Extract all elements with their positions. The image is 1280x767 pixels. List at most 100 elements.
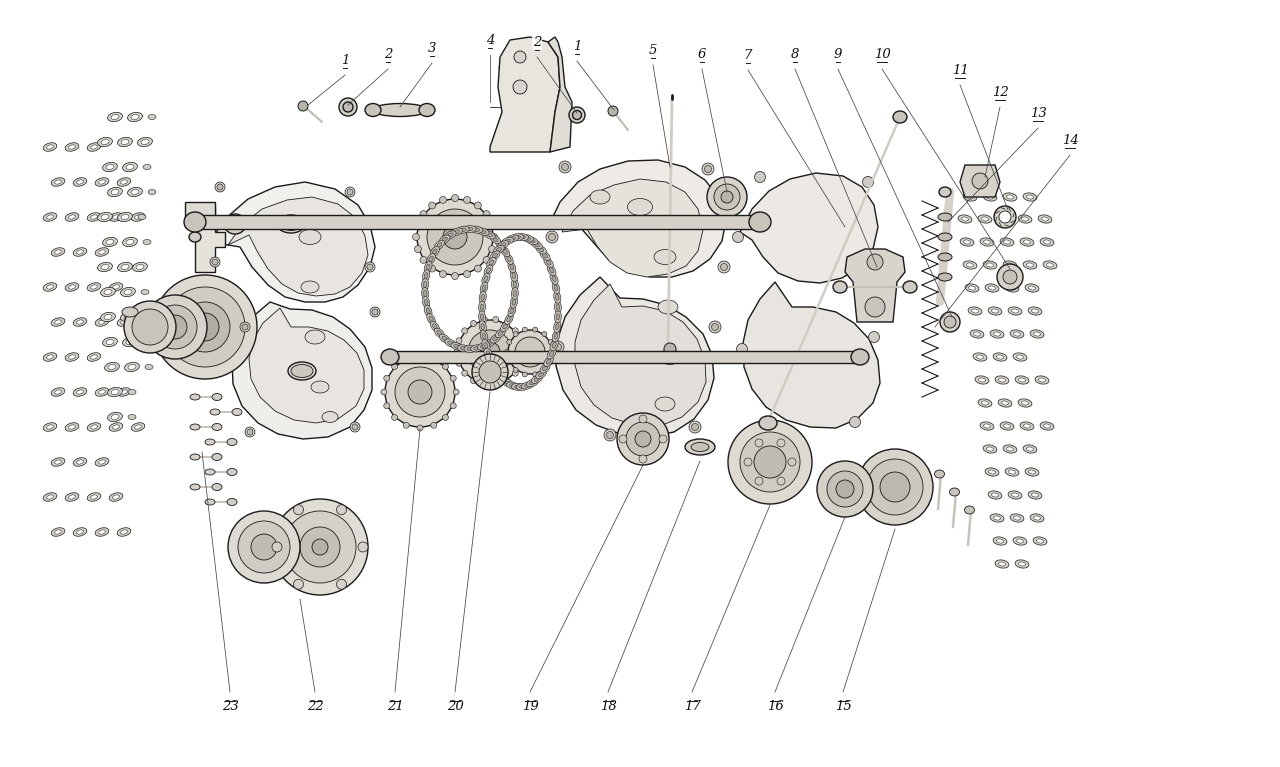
Ellipse shape xyxy=(479,291,486,303)
Ellipse shape xyxy=(118,137,132,146)
Ellipse shape xyxy=(125,340,134,344)
Ellipse shape xyxy=(1014,516,1020,520)
Ellipse shape xyxy=(73,458,87,466)
Ellipse shape xyxy=(120,312,136,321)
Ellipse shape xyxy=(520,385,526,389)
Ellipse shape xyxy=(433,324,438,329)
Ellipse shape xyxy=(109,283,123,291)
Ellipse shape xyxy=(46,285,54,289)
Ellipse shape xyxy=(212,423,221,430)
Text: 16: 16 xyxy=(767,700,783,713)
Ellipse shape xyxy=(448,341,453,345)
Ellipse shape xyxy=(504,239,511,243)
Circle shape xyxy=(339,98,357,116)
Ellipse shape xyxy=(507,316,511,321)
Ellipse shape xyxy=(419,104,435,117)
Circle shape xyxy=(165,287,244,367)
Ellipse shape xyxy=(120,530,128,534)
Polygon shape xyxy=(228,197,369,296)
Ellipse shape xyxy=(471,226,483,233)
Ellipse shape xyxy=(940,187,951,197)
Circle shape xyxy=(513,331,518,337)
Ellipse shape xyxy=(511,288,518,299)
Circle shape xyxy=(471,377,476,384)
Ellipse shape xyxy=(526,379,538,387)
Text: 22: 22 xyxy=(307,700,324,713)
Ellipse shape xyxy=(515,235,521,239)
Ellipse shape xyxy=(493,253,498,258)
Ellipse shape xyxy=(46,215,54,219)
Ellipse shape xyxy=(992,309,998,313)
Polygon shape xyxy=(960,165,1000,197)
Ellipse shape xyxy=(148,189,156,195)
Ellipse shape xyxy=(51,318,65,326)
Ellipse shape xyxy=(120,180,128,184)
Ellipse shape xyxy=(1004,240,1010,244)
Circle shape xyxy=(384,375,389,381)
Ellipse shape xyxy=(99,320,105,324)
Circle shape xyxy=(312,539,328,555)
Ellipse shape xyxy=(495,328,506,337)
Ellipse shape xyxy=(509,308,513,314)
Ellipse shape xyxy=(983,193,997,201)
Text: 3: 3 xyxy=(428,42,436,55)
Polygon shape xyxy=(390,351,860,363)
Ellipse shape xyxy=(44,492,56,502)
Text: 14: 14 xyxy=(1061,134,1078,147)
Text: 2: 2 xyxy=(532,36,541,49)
Circle shape xyxy=(639,455,646,463)
Ellipse shape xyxy=(1037,539,1043,543)
Polygon shape xyxy=(548,37,572,152)
Ellipse shape xyxy=(1001,217,1009,221)
Ellipse shape xyxy=(91,145,97,149)
Circle shape xyxy=(520,349,526,355)
Ellipse shape xyxy=(1024,424,1030,428)
Circle shape xyxy=(429,202,435,209)
Ellipse shape xyxy=(108,187,123,196)
Ellipse shape xyxy=(543,366,548,370)
Circle shape xyxy=(451,403,456,409)
Circle shape xyxy=(550,350,556,354)
Text: 4: 4 xyxy=(486,34,494,47)
Circle shape xyxy=(392,414,398,420)
Ellipse shape xyxy=(134,215,141,219)
Circle shape xyxy=(608,106,618,116)
Ellipse shape xyxy=(101,288,115,297)
Ellipse shape xyxy=(465,225,476,232)
Ellipse shape xyxy=(557,304,559,310)
Circle shape xyxy=(396,367,445,417)
Circle shape xyxy=(945,316,956,328)
Ellipse shape xyxy=(55,460,61,464)
Ellipse shape xyxy=(421,278,429,291)
Circle shape xyxy=(504,350,509,354)
Ellipse shape xyxy=(988,491,1002,499)
Ellipse shape xyxy=(143,239,151,245)
Ellipse shape xyxy=(486,351,490,357)
Circle shape xyxy=(513,80,527,94)
Circle shape xyxy=(704,166,712,173)
Ellipse shape xyxy=(55,390,61,394)
Ellipse shape xyxy=(134,425,141,429)
Ellipse shape xyxy=(106,340,114,344)
Ellipse shape xyxy=(1020,238,1034,246)
Ellipse shape xyxy=(138,314,146,320)
Ellipse shape xyxy=(554,333,558,339)
Ellipse shape xyxy=(1030,330,1044,338)
Ellipse shape xyxy=(654,249,676,265)
Circle shape xyxy=(408,380,433,404)
Circle shape xyxy=(869,331,879,343)
Ellipse shape xyxy=(508,262,516,273)
Ellipse shape xyxy=(421,288,429,299)
Ellipse shape xyxy=(1030,514,1044,522)
Ellipse shape xyxy=(489,260,494,265)
Circle shape xyxy=(180,302,230,352)
Ellipse shape xyxy=(69,495,76,499)
Ellipse shape xyxy=(276,215,305,233)
Ellipse shape xyxy=(1000,422,1014,430)
Ellipse shape xyxy=(1043,424,1051,428)
Ellipse shape xyxy=(69,215,76,219)
Circle shape xyxy=(572,110,581,120)
Ellipse shape xyxy=(1041,422,1053,430)
Circle shape xyxy=(385,357,454,427)
Ellipse shape xyxy=(422,297,430,308)
